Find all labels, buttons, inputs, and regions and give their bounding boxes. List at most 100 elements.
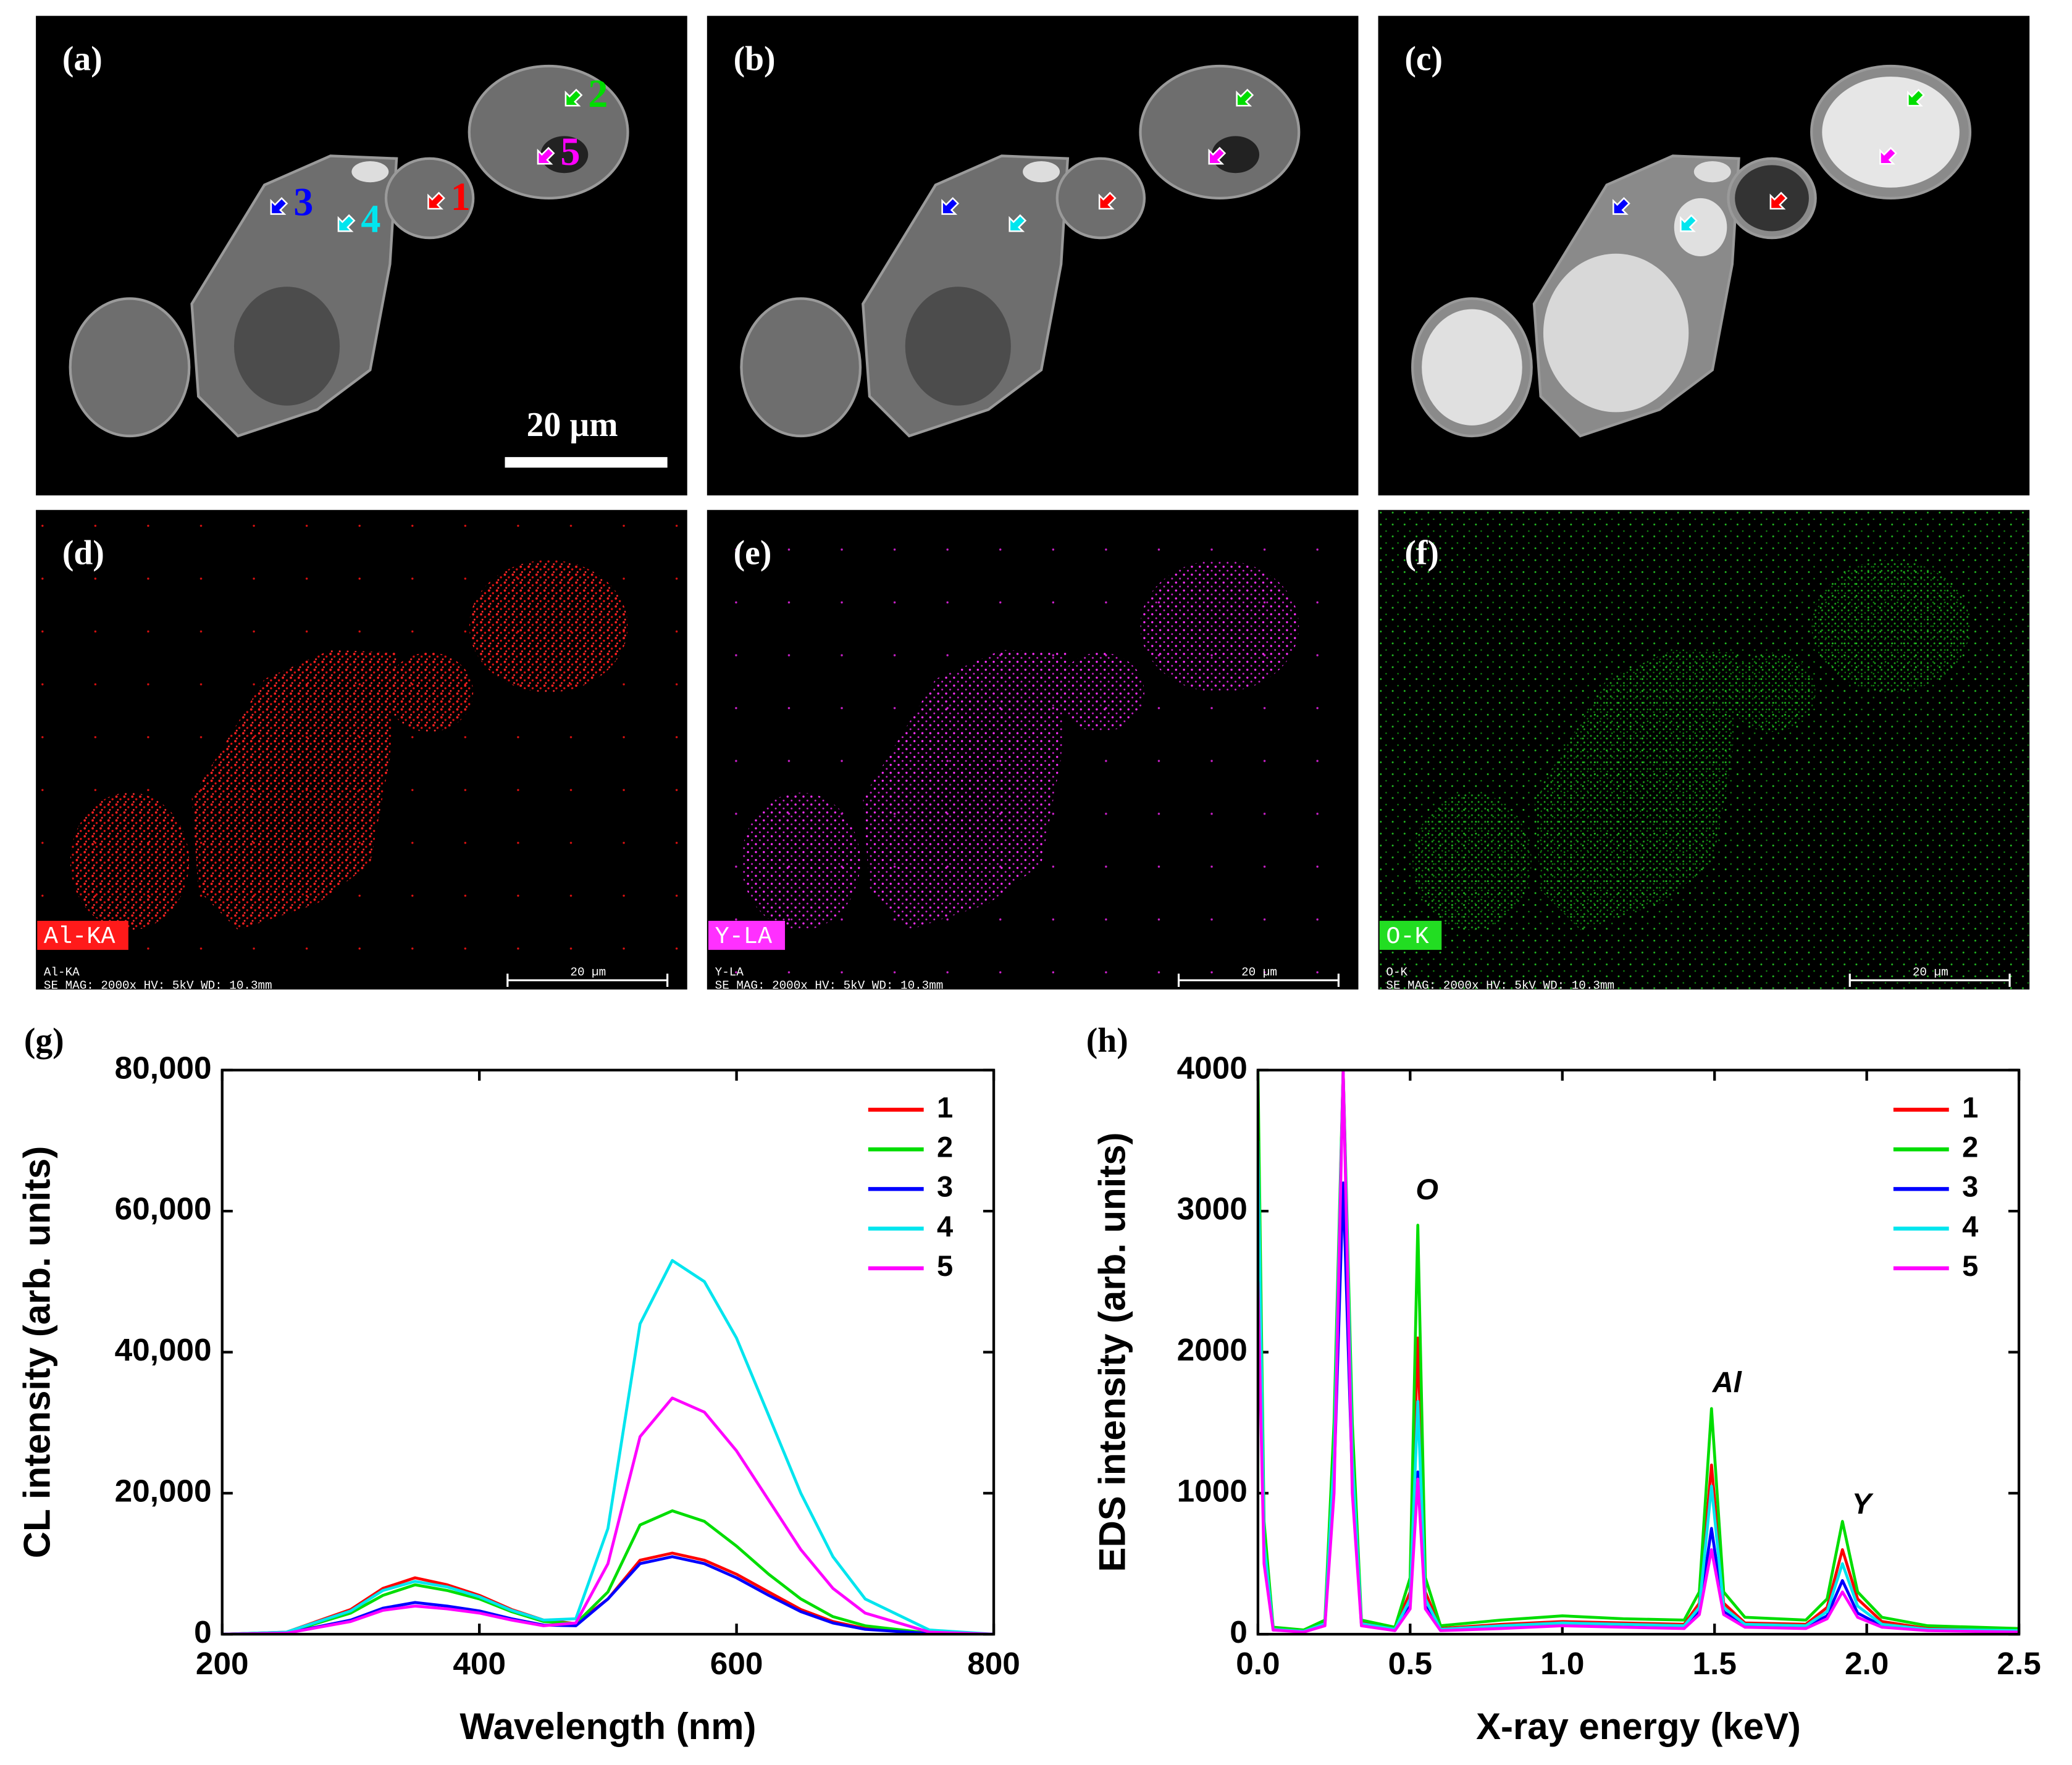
series-line <box>222 1555 994 1635</box>
legend-label: 4 <box>1962 1210 1978 1243</box>
point-label: 1 <box>451 175 471 219</box>
point-arrow <box>1236 88 1254 107</box>
panel: (c) <box>1378 15 2030 496</box>
x-tick-label: 2.5 <box>1997 1646 2041 1681</box>
y-tick-label: 1000 <box>1177 1473 1248 1508</box>
element-tag-label: Al-KA <box>44 923 115 950</box>
panel-label: (b) <box>734 40 776 78</box>
map-caption: SE MAG: 2000x HV: 5kV WD: 10.3mm <box>715 979 944 992</box>
legend-label: 3 <box>937 1170 953 1203</box>
particle <box>1412 792 1532 931</box>
element-tag <box>708 921 786 950</box>
element-tag-label: O-K <box>1386 923 1429 950</box>
panel-label: (f) <box>1404 534 1439 572</box>
x-tick-label: 0.0 <box>1236 1646 1280 1681</box>
charts: (g) 200 400 600 800 0 20,000 40,000 60,000 80,000… <box>16 1021 2041 1747</box>
x-tick-label: 200 <box>196 1646 249 1681</box>
bright-region <box>1822 77 1960 188</box>
peak-annotation: O <box>1416 1173 1438 1205</box>
bright-grain <box>1693 161 1731 183</box>
point-label: 2 <box>588 72 608 115</box>
legend-label: 3 <box>1962 1170 1978 1203</box>
y-tick-label: 80,000 <box>115 1050 212 1085</box>
panel-label: (d) <box>62 534 104 572</box>
map-caption: SE MAG: 2000x HV: 5kV WD: 10.3mm <box>1386 979 1614 992</box>
panel-label: (h) <box>1086 1021 1128 1060</box>
dark-region <box>905 287 1011 406</box>
y-axis-label: EDS intensity (arb. units) <box>1092 1133 1133 1572</box>
particle <box>191 650 397 931</box>
legend-label: 1 <box>1962 1091 1978 1123</box>
point-arrow <box>337 214 356 232</box>
dark-region <box>540 136 589 174</box>
point-arrow <box>941 197 960 215</box>
map-scale-label: 20 µm <box>1913 966 1948 979</box>
point-arrow <box>1907 88 1925 107</box>
point-label: 4 <box>361 197 380 241</box>
point-label: 5 <box>560 130 580 174</box>
peak-annotation: Al <box>1712 1365 1742 1398</box>
series-line <box>222 1259 994 1635</box>
bright-region <box>1543 253 1689 413</box>
particle <box>741 792 860 931</box>
y-tick-label: 2000 <box>1177 1332 1248 1367</box>
y-tick-label: 4000 <box>1177 1050 1248 1085</box>
y-tick-label: 60,000 <box>115 1191 212 1226</box>
particle <box>1533 650 1739 931</box>
dark-region <box>233 287 340 406</box>
particle <box>1728 652 1816 732</box>
x-tick-label: 1.0 <box>1540 1646 1584 1681</box>
panel-label: (g) <box>24 1021 64 1060</box>
point-arrow <box>270 197 288 215</box>
particle <box>70 792 190 931</box>
chart: (g) 200 400 600 800 0 20,000 40,000 60,000 80,000… <box>16 1021 1020 1747</box>
y-tick-label: 3000 <box>1177 1191 1248 1226</box>
panel-label: (c) <box>1404 40 1443 78</box>
legend-label: 1 <box>937 1091 953 1123</box>
series-line <box>222 1396 994 1635</box>
element-map <box>741 560 1299 931</box>
map-caption: O-K <box>1386 966 1407 979</box>
x-tick-label: 600 <box>710 1646 763 1681</box>
legend-label: 2 <box>937 1131 953 1163</box>
x-tick-label: 2.0 <box>1845 1646 1889 1681</box>
legend-label: 5 <box>1962 1249 1978 1282</box>
map-scale-label: 20 µm <box>1241 966 1277 979</box>
y-axis-label: CL intensity (arb. units) <box>16 1146 57 1559</box>
point-arrow <box>427 191 445 210</box>
point-label: 3 <box>293 180 313 224</box>
panel-label: (e) <box>734 534 772 572</box>
point-arrow <box>1769 191 1788 210</box>
y-tick-label: 0 <box>194 1614 212 1650</box>
series-line <box>1257 1070 2020 1633</box>
legend-label: 2 <box>1962 1131 1978 1163</box>
x-tick-label: 1.5 <box>1693 1646 1737 1681</box>
map-caption: Y-LA <box>715 966 744 979</box>
x-tick-label: 0.5 <box>1388 1646 1432 1681</box>
chart: (h) 0.0 0.5 1.0 1.5 2.0 2.5 0 1000 2000 3000 4000 X-… <box>1086 1021 2041 1747</box>
panel: 1 2 3 4 5 20 µm (a) <box>36 15 687 496</box>
particle <box>386 652 474 732</box>
map-caption: SE MAG: 2000x HV: 5kV WD: 10.3mm <box>44 979 272 992</box>
legend-label: 5 <box>937 1249 953 1282</box>
dark-region <box>1212 136 1260 174</box>
x-tick-label: 800 <box>967 1646 1020 1681</box>
bright-grain <box>1023 161 1060 183</box>
bright-region <box>1674 198 1727 257</box>
scale-bar-label: 20 µm <box>527 406 618 444</box>
y-tick-label: 20,000 <box>115 1473 212 1508</box>
point-arrow <box>1098 191 1117 210</box>
point-arrow <box>1879 146 1897 165</box>
panel: (b) <box>707 15 1359 496</box>
point-arrow <box>1613 197 1630 215</box>
bright-region <box>1422 309 1522 426</box>
series-line <box>222 1509 994 1635</box>
point-arrow <box>1680 214 1698 232</box>
plot-frame <box>1256 1068 2021 1636</box>
x-tick-label: 400 <box>453 1646 506 1681</box>
particle <box>1057 652 1144 732</box>
element-tag-label: Y-LA <box>715 923 773 950</box>
